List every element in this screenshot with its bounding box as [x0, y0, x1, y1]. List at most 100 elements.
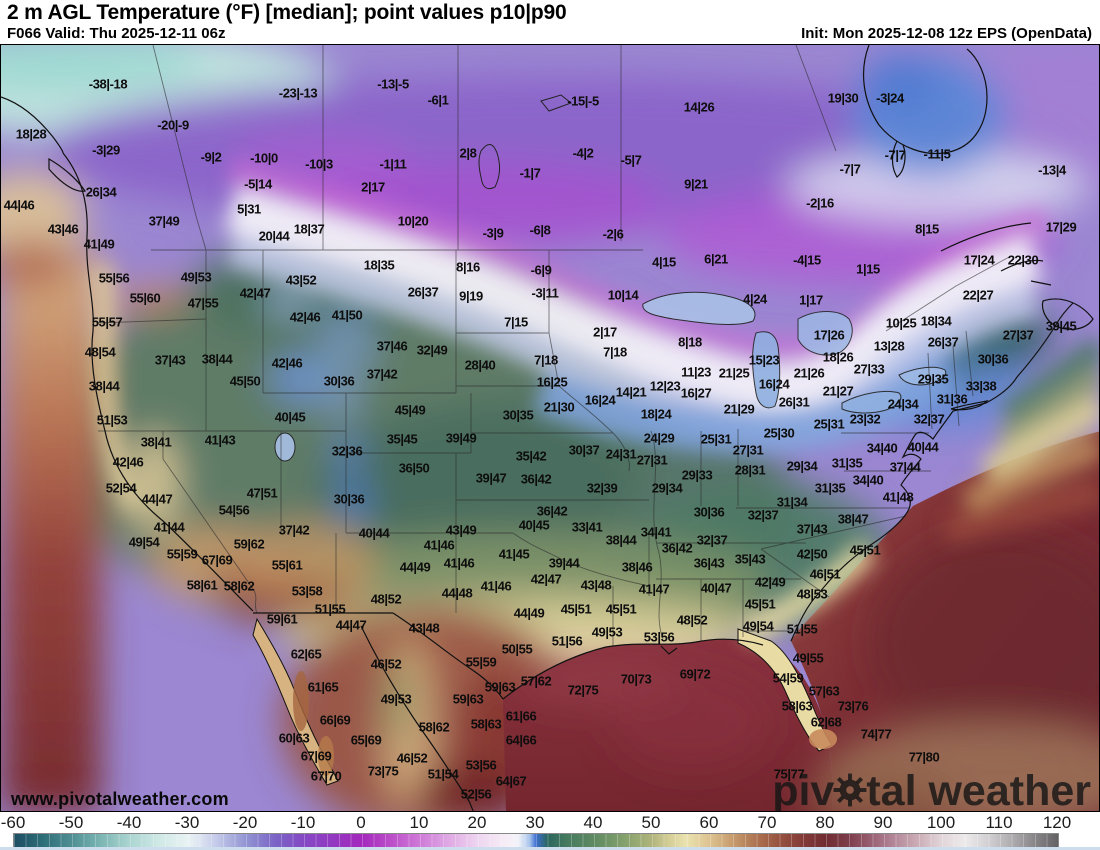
- point-value: -5|7: [620, 152, 642, 168]
- point-value: -6|9: [530, 262, 552, 278]
- point-value: 51|55: [786, 621, 818, 637]
- point-value: 7|18: [534, 352, 558, 368]
- point-value: 41|43: [204, 432, 236, 448]
- point-value: 42|46: [271, 355, 303, 371]
- point-value: 58|63: [781, 698, 813, 714]
- point-value: 37|49: [148, 213, 180, 229]
- point-value: 41|46: [480, 578, 512, 594]
- colorbar-tick-label: -10: [290, 813, 316, 832]
- point-value: 29|34: [651, 480, 683, 496]
- point-value: 35|43: [734, 551, 766, 567]
- point-value: 9|21: [684, 176, 708, 192]
- point-value: 36|42: [661, 540, 693, 556]
- point-value: 38|46: [621, 559, 653, 575]
- colorbar-tick-label: 120: [1042, 813, 1072, 832]
- ocean-blobs: [511, 531, 1099, 811]
- point-value: 5|31: [237, 201, 261, 217]
- point-value: 7|18: [603, 344, 627, 360]
- point-value: 49|54: [742, 618, 774, 634]
- map-canvas[interactable]: -38|-18 -23|-13 -13|-5 -6|1 -15|-5 14|26 19|30…: [0, 44, 1100, 812]
- point-value: -1|11: [379, 156, 407, 172]
- point-value: 33|41: [571, 519, 603, 535]
- point-value: 29|34: [786, 458, 818, 474]
- point-value: 21|25: [718, 365, 750, 381]
- point-value: 70|73: [620, 671, 652, 687]
- point-value: 36|50: [398, 460, 430, 476]
- colorbar-tick-label: -30: [174, 813, 200, 832]
- point-value: 59|63: [484, 679, 516, 695]
- point-value: 9|19: [459, 288, 483, 304]
- point-value: 54|56: [218, 502, 250, 518]
- point-value: -20|-9: [157, 117, 189, 133]
- point-value: 20|44: [258, 228, 290, 244]
- state-borders: [96, 45, 1012, 646]
- point-value: 44|47: [335, 617, 367, 633]
- point-value: 2|17: [593, 324, 617, 340]
- point-value: 17|26: [813, 327, 845, 343]
- point-value: 52|54: [105, 480, 137, 496]
- point-value: 37|43: [154, 352, 186, 368]
- colorbar-tick-label: -40: [116, 813, 142, 832]
- point-value: 40|45: [274, 409, 306, 425]
- colorbar-tick-label: 30: [525, 813, 545, 832]
- colorbar-tick-label: 50: [641, 813, 661, 832]
- colorbar-tick-label: 100: [926, 813, 956, 832]
- point-value: 77|80: [908, 749, 940, 765]
- point-value: 26|34: [85, 184, 117, 200]
- colorbar-tick-label: 110: [985, 813, 1013, 832]
- point-value: 40|44: [907, 439, 939, 455]
- point-value: 46|52: [370, 656, 402, 672]
- point-value: 39|49: [445, 430, 477, 446]
- point-value: -7|7: [839, 161, 861, 177]
- point-value: 64|67: [495, 773, 527, 789]
- point-value: 38|44: [88, 378, 120, 394]
- point-value: 22|30: [1007, 252, 1039, 268]
- point-value: -7|7: [884, 147, 906, 163]
- point-value: 57|62: [520, 673, 552, 689]
- point-value: -13|4: [1038, 162, 1066, 178]
- point-value: 58|62: [223, 578, 255, 594]
- gear-icon: [833, 772, 867, 811]
- land-shapes: [252, 617, 837, 786]
- point-value: 48|52: [370, 591, 402, 607]
- point-value: 43|48: [580, 577, 612, 593]
- point-value: 27|31: [636, 452, 668, 468]
- point-value: -2|16: [806, 195, 834, 211]
- point-value: 30|36: [333, 491, 365, 507]
- point-value: 16|25: [536, 374, 568, 390]
- point-value: 8|16: [456, 259, 480, 275]
- point-value: 48|52: [676, 612, 708, 628]
- point-value: 34|40: [852, 472, 884, 488]
- colorbar-tick-label: 0: [356, 813, 366, 832]
- point-value: 65|69: [350, 732, 382, 748]
- point-value: 30|36: [693, 504, 725, 520]
- point-value: 35|45: [386, 431, 418, 447]
- pivotal-weather-logo: piv tal weather: [772, 768, 1091, 812]
- point-value: 53|58: [291, 583, 323, 599]
- point-value: -10|0: [250, 150, 278, 166]
- point-value: 44|49: [399, 559, 431, 575]
- point-value: 8|18: [678, 334, 702, 350]
- colorbar-tick-label: -20: [232, 813, 258, 832]
- point-value: 74|77: [860, 726, 892, 742]
- point-values-layer: -38|-18 -23|-13 -13|-5 -6|1 -15|-5 14|26 19|30…: [1, 45, 1099, 811]
- point-value: 66|69: [319, 712, 351, 728]
- point-value: 49|53: [180, 269, 212, 285]
- point-value: 43|49: [445, 522, 477, 538]
- point-value: 49|55: [792, 650, 824, 666]
- point-value: 61|66: [505, 708, 537, 724]
- point-value: 34|41: [640, 524, 672, 540]
- point-value: 21|26: [793, 365, 825, 381]
- page-title: 2 m AGL Temperature (°F) [median]; point…: [7, 1, 567, 24]
- point-value: 10|14: [607, 287, 639, 303]
- point-value: 37|42: [278, 522, 310, 538]
- point-value: 28|31: [734, 462, 766, 478]
- point-value: 4|24: [743, 291, 767, 307]
- point-value: 47|51: [246, 485, 278, 501]
- point-value: 69|72: [679, 666, 711, 682]
- colorbar-tick-label: 70: [757, 813, 777, 832]
- point-value: 42|50: [796, 546, 828, 562]
- point-value: 34|40: [866, 440, 898, 456]
- point-value: 31|34: [776, 494, 808, 510]
- point-value: 2|8: [459, 145, 477, 161]
